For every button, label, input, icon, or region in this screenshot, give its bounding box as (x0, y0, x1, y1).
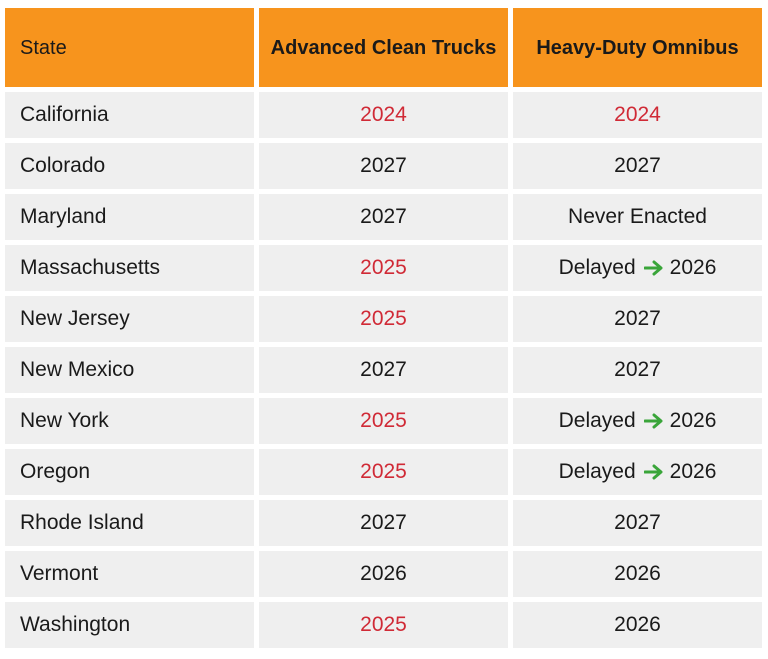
delayed-label: Delayed (558, 460, 636, 483)
state-name: Maryland (5, 194, 254, 240)
right-arrow-icon (643, 464, 664, 480)
state-name: Rhode Island (5, 500, 254, 546)
omnibus-year: 2027 (513, 347, 762, 393)
state-name: Colorado (5, 143, 254, 189)
omnibus-delayed: Delayed 2026 (513, 398, 762, 444)
act-year: 2025 (259, 245, 508, 291)
state-name: Washington (5, 602, 254, 648)
state-name: New Mexico (5, 347, 254, 393)
act-year: 2026 (259, 551, 508, 597)
act-year: 2027 (259, 194, 508, 240)
omnibus-status: Never Enacted (513, 194, 762, 240)
omnibus-year: 2027 (513, 500, 762, 546)
omnibus-year: 2027 (513, 143, 762, 189)
state-name: California (5, 92, 254, 138)
state-name: Oregon (5, 449, 254, 495)
act-year: 2025 (259, 602, 508, 648)
act-year: 2027 (259, 143, 508, 189)
state-adoption-table: State Advanced Clean Trucks Heavy-Duty O… (5, 8, 762, 648)
omnibus-year: 2024 (513, 92, 762, 138)
delayed-label: Delayed (558, 256, 636, 279)
delayed-year: 2026 (669, 460, 717, 483)
delayed-year: 2026 (669, 409, 717, 432)
delayed-year: 2026 (669, 256, 717, 279)
right-arrow-icon (643, 260, 664, 276)
state-name: New Jersey (5, 296, 254, 342)
omnibus-delayed: Delayed 2026 (513, 449, 762, 495)
state-name: Massachusetts (5, 245, 254, 291)
delayed-label: Delayed (558, 409, 636, 432)
omnibus-delayed: Delayed 2026 (513, 245, 762, 291)
act-year: 2025 (259, 449, 508, 495)
omnibus-year: 2027 (513, 296, 762, 342)
act-year: 2027 (259, 500, 508, 546)
act-year: 2025 (259, 398, 508, 444)
omnibus-year: 2026 (513, 551, 762, 597)
state-name: New York (5, 398, 254, 444)
right-arrow-icon (643, 413, 664, 429)
omnibus-year: 2026 (513, 602, 762, 648)
act-year: 2025 (259, 296, 508, 342)
header-advanced-clean-trucks: Advanced Clean Trucks (259, 8, 508, 87)
act-year: 2024 (259, 92, 508, 138)
state-name: Vermont (5, 551, 254, 597)
header-state: State (5, 8, 254, 87)
act-year: 2027 (259, 347, 508, 393)
header-heavy-duty-omnibus: Heavy-Duty Omnibus (513, 8, 762, 87)
